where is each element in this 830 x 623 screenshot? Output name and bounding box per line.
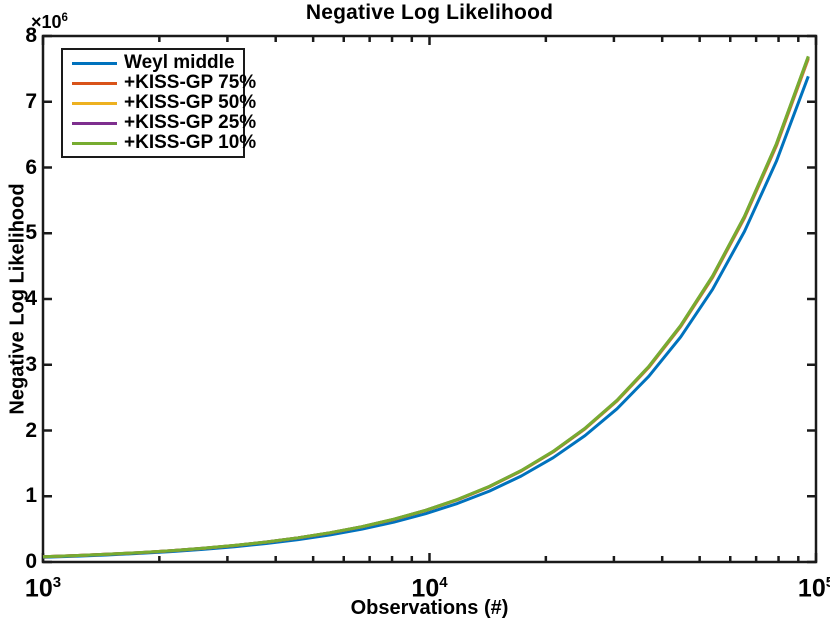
legend-line-swatch bbox=[72, 61, 117, 65]
y-tick-label: 5 bbox=[25, 221, 37, 245]
legend-item-label: +KISS-GP 50% bbox=[124, 92, 257, 113]
legend-item: +KISS-GP 10% bbox=[72, 133, 256, 153]
legend-item: +KISS-GP 25% bbox=[72, 113, 256, 133]
y-tick-label: 3 bbox=[25, 352, 37, 376]
legend-line-swatch bbox=[72, 81, 117, 85]
legend-item-label: Weyl middle bbox=[124, 52, 235, 73]
y-axis-exponent-power: 6 bbox=[61, 12, 68, 24]
chart-title: Negative Log Likelihood bbox=[305, 1, 554, 24]
legend-line-swatch bbox=[72, 101, 117, 105]
legend-item-label: +KISS-GP 25% bbox=[124, 112, 257, 133]
legend-line-swatch bbox=[72, 121, 117, 125]
y-tick-label: 8 bbox=[25, 24, 37, 47]
y-tick-label: 6 bbox=[25, 155, 37, 179]
x-axis-label: Observations (#) bbox=[350, 597, 509, 619]
y-tick-label: 7 bbox=[25, 89, 37, 113]
y-tick-label: 1 bbox=[25, 484, 37, 508]
y-tick-label: 0 bbox=[25, 550, 37, 573]
x-tick-label: 103 bbox=[24, 574, 62, 603]
x-tick-label: 105 bbox=[797, 574, 830, 603]
x-tick-label: 104 bbox=[411, 574, 448, 603]
legend-item: +KISS-GP 75% bbox=[72, 73, 256, 93]
y-tick-label: 4 bbox=[25, 287, 37, 310]
legend-line-swatch bbox=[72, 141, 117, 145]
y-tick-label: 2 bbox=[25, 418, 37, 442]
legend: Weyl middle +KISS-GP 75% +KISS-GP 50% +K… bbox=[61, 48, 256, 158]
legend-item-label: +KISS-GP 75% bbox=[124, 72, 257, 93]
y-axis-exponent-base: ×10 bbox=[31, 12, 62, 32]
y-axis-exponent: ×106 bbox=[31, 12, 68, 33]
legend-item: Weyl middle bbox=[72, 53, 243, 73]
series-line-kiss-gp-10 bbox=[42, 55, 810, 559]
legend-item: +KISS-GP 50% bbox=[72, 93, 256, 113]
legend-item-label: +KISS-GP 10% bbox=[124, 132, 257, 153]
